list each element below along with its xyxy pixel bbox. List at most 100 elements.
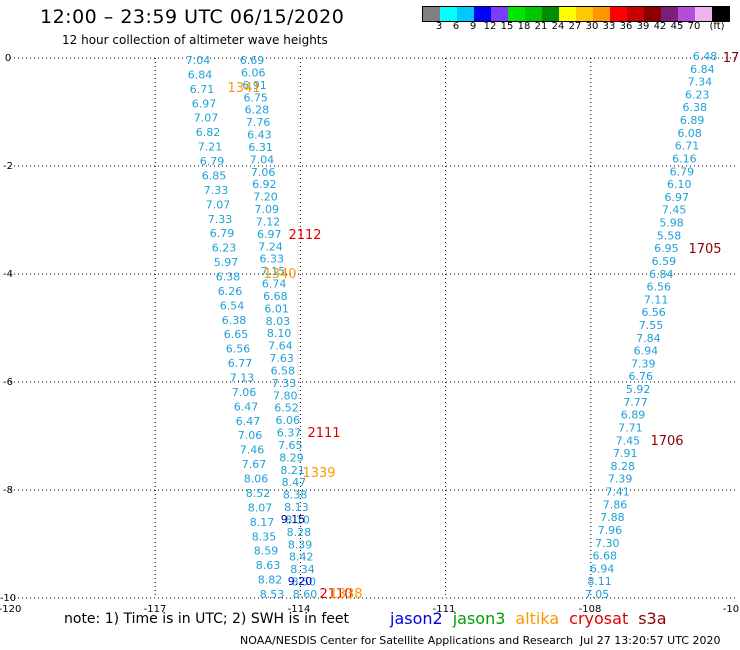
wave-height-value: 6.28 — [245, 104, 270, 117]
wave-height-value: 6.23 — [685, 88, 710, 101]
wave-height-value: 6.79 — [200, 155, 225, 168]
color-scale-label: 42 — [653, 21, 667, 32]
pass-time-label: 1340 — [263, 267, 296, 282]
color-swatch — [678, 7, 695, 21]
wave-height-value: 6.79 — [670, 165, 695, 178]
wave-height-value: 6.85 — [202, 169, 227, 182]
wave-height-value: 6.56 — [641, 306, 666, 319]
wave-height-value: 7.05 — [585, 588, 610, 601]
wave-height-value: 6.33 — [259, 253, 284, 266]
wave-height-value: 7.21 — [198, 141, 223, 154]
wave-height-value: 7.80 — [273, 389, 298, 402]
generation-timestamp: Jul 27 13:20:57 UTC 2020 — [580, 634, 721, 647]
wave-height-value: 6.23 — [212, 242, 237, 255]
wave-height-value: 6.94 — [634, 345, 659, 358]
wave-height-value: 8.63 — [256, 559, 281, 572]
wave-height-value: 6.06 — [275, 414, 300, 427]
x-tick-label: -120 — [0, 604, 21, 615]
color-swatch — [695, 7, 712, 21]
wave-height-value: 7.06 — [238, 429, 263, 442]
wave-height-value: 6.47 — [236, 415, 261, 428]
wave-height-value: 6.97 — [664, 191, 689, 204]
wave-height-value: 7.09 — [255, 203, 280, 216]
wave-height-value: 6.84 — [690, 63, 715, 76]
color-scale-label: 18 — [517, 21, 531, 32]
color-swatch — [525, 7, 542, 21]
wave-height-value: 6.75 — [243, 91, 268, 104]
wave-height-value: 8.38 — [283, 489, 308, 502]
x-tick-label: -117 — [144, 604, 167, 615]
color-scale-label: 15 — [500, 21, 514, 32]
color-swatch — [712, 7, 729, 21]
wave-height-value: 8.50 — [292, 576, 317, 589]
wave-height-value: 8.28 — [287, 526, 312, 539]
legend-item-altika: altika — [515, 609, 560, 628]
wave-height-value: 9.15 — [281, 513, 306, 526]
wave-height-value: 7.39 — [631, 357, 656, 370]
color-swatch — [474, 7, 491, 21]
wave-height-value: 6.59 — [652, 255, 677, 268]
wave-height-value: 8.29 — [279, 451, 304, 464]
wave-height-value: 6.94 — [590, 562, 615, 575]
wave-height-value: 7.96 — [598, 524, 623, 537]
pass-time-label: 1341 — [227, 81, 260, 96]
wave-height-value: 5.58 — [657, 229, 682, 242]
wave-height-value: 7.07 — [206, 198, 231, 211]
wave-height-value: 7.71 — [618, 421, 643, 434]
wave-height-value: 8.35 — [252, 530, 277, 543]
color-scale-label: 33 — [602, 21, 616, 32]
wave-height-value: 6.31 — [248, 141, 273, 154]
color-swatch — [644, 7, 661, 21]
wave-height-value: 6.52 — [274, 402, 299, 415]
x-tick-label: -111 — [433, 604, 456, 615]
wave-height-value: 7.30 — [595, 537, 620, 550]
highlighted-values: 9.15 9.20 — [281, 513, 313, 588]
wave-height-value: 6.58 — [271, 364, 296, 377]
wave-height-value: 6.43 — [247, 129, 272, 142]
wave-height-value: 8.03 — [266, 315, 291, 328]
color-swatch — [593, 7, 610, 21]
wave-height-value: 6.10 — [667, 178, 692, 191]
wave-height-value: 8.28 — [610, 460, 635, 473]
wave-height-value: 6.38 — [222, 314, 247, 327]
color-scale-label: 45 — [670, 21, 684, 32]
wave-height-value: 7.33 — [272, 377, 297, 390]
y-tick-label: -2 — [3, 161, 13, 172]
wave-height-value: 6.89 — [680, 114, 705, 127]
chart-title: 12:00 – 23:59 UTC 06/15/2020 — [40, 6, 345, 28]
wave-height-value: 8.17 — [250, 516, 275, 529]
wave-height-value: 7.64 — [268, 340, 293, 353]
wave-height-value: 9.20 — [288, 575, 313, 588]
wave-height-value: 7.33 — [208, 213, 233, 226]
wave-height-value: 5.92 — [626, 383, 651, 396]
y-tick-label: -8 — [3, 485, 13, 496]
pass-time-label: 1339 — [302, 466, 335, 481]
wave-height-value: 6.54 — [220, 299, 245, 312]
legend-item-jason2: jason2 — [390, 609, 443, 628]
color-swatch — [627, 7, 644, 21]
y-tick-label: -6 — [3, 377, 13, 388]
color-scale-label: 70 — [687, 21, 701, 32]
color-swatch — [576, 7, 593, 21]
color-swatch — [491, 7, 508, 21]
wave-height-value: 7.07 — [194, 112, 219, 125]
pass-time-label: 1338 — [329, 587, 362, 602]
grid-lines — [10, 57, 736, 599]
wave-height-value: 8.06 — [244, 473, 269, 486]
wave-height-value: 8.11 — [587, 575, 612, 588]
wave-height-value: 6.01 — [264, 302, 289, 315]
wave-height-value: 7.45 — [616, 434, 641, 447]
pass-time-label: 2111 — [307, 426, 340, 441]
wave-height-value: 7.33 — [204, 184, 229, 197]
color-swatch — [542, 7, 559, 21]
wave-height-value: 7.24 — [258, 240, 283, 253]
wave-height-value: 8.60 — [293, 588, 318, 601]
y-tick-label: -10 — [0, 593, 16, 604]
wave-height-value: 8.52 — [246, 487, 271, 500]
satellite-tracks: 7.046.846.716.977.076.827.216.796.857.33… — [186, 50, 718, 601]
wave-height-value: 8.10 — [267, 327, 292, 340]
wave-height-value: 7.41 — [605, 486, 630, 499]
x-tick-label: -114 — [288, 604, 311, 615]
wave-height-value: 7.76 — [246, 116, 271, 129]
wave-height-value: 7.65 — [278, 439, 303, 452]
